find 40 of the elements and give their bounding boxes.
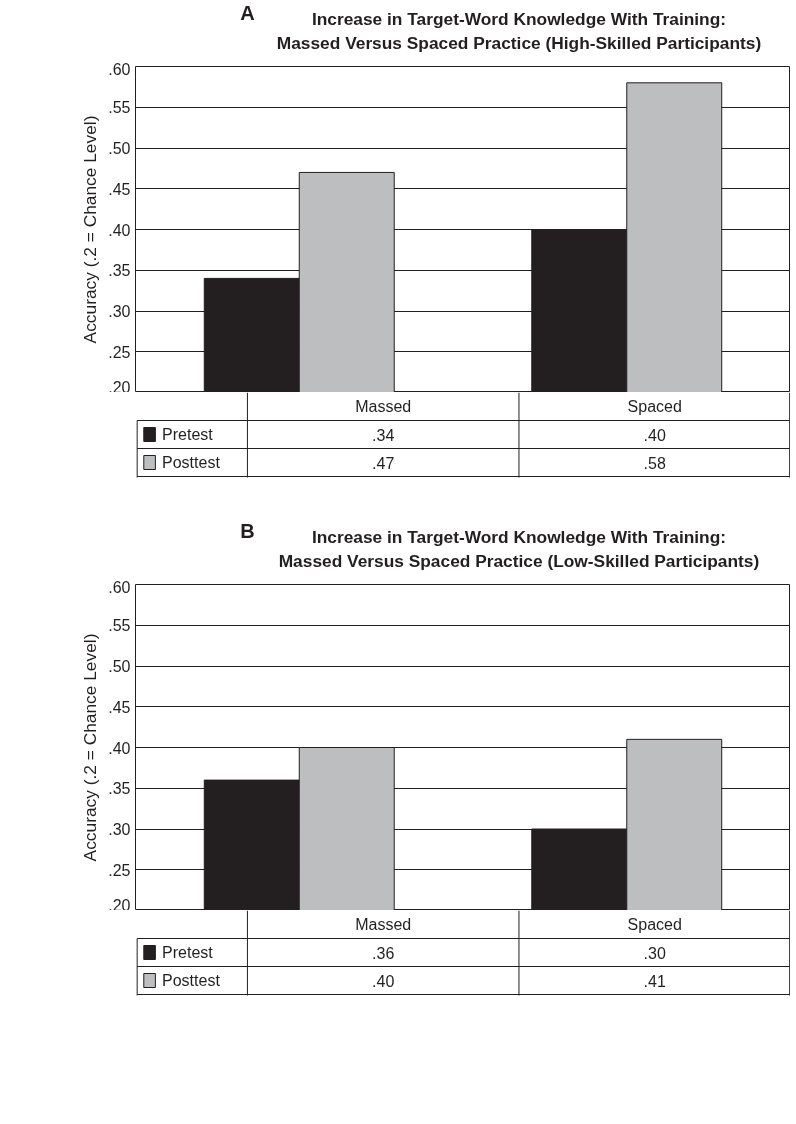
data-label: .41: [643, 972, 666, 990]
x-tick-label: Spaced: [627, 398, 682, 415]
y-tick-label: .60: [108, 578, 131, 596]
text: B: [240, 519, 255, 542]
y-tick-label: .25: [108, 861, 131, 879]
legend-label: Pretest: [162, 426, 214, 443]
data-label: .58: [643, 454, 666, 472]
data-label: .30: [643, 944, 666, 962]
y-tick-label: .55: [108, 617, 131, 635]
y-tick-label: .30: [108, 821, 131, 838]
y-tick-label: .40: [108, 739, 131, 757]
data-label: .36: [372, 944, 395, 962]
y-tick-label: .30: [108, 303, 131, 320]
y-tick-label: .55: [108, 99, 131, 117]
text: A: [240, 1, 255, 24]
y-tick-label: .45: [108, 180, 131, 198]
y-axis-title: Accuracy (.2 = Chance Level): [80, 633, 101, 862]
legend-label: Pretest: [162, 944, 214, 961]
y-tick-label: .50: [108, 658, 131, 675]
y-tick-label: .50: [108, 140, 131, 157]
y-tick-label: .20: [108, 378, 131, 396]
chart-title: Increase in Target-Word Knowledge With Training: Massed Versus Spaced Practice (Low-Skilled Participants): [278, 526, 760, 571]
data-label: .40: [372, 972, 395, 990]
data-label: .47: [372, 454, 395, 472]
y-axis-title: Accuracy (.2 = Chance Level): [80, 115, 101, 344]
y-tick-label: .40: [108, 221, 131, 239]
y-tick-label: .45: [108, 698, 131, 716]
data-label: .34: [372, 426, 395, 444]
y-tick-label: .35: [108, 780, 131, 798]
x-tick-label: Massed: [355, 916, 412, 933]
chart-title: Increase in Target-Word Knowledge With Training: Massed Versus Spaced Practice (High-Skilled Participants): [276, 8, 762, 53]
y-tick-label: .35: [108, 262, 131, 280]
legend-label: Posttest: [162, 454, 221, 471]
y-tick-label: .60: [108, 60, 131, 78]
x-tick-label: Spaced: [627, 916, 682, 933]
data-label: .40: [643, 426, 666, 444]
x-tick-label: Massed: [355, 398, 412, 415]
y-tick-label: .20: [108, 896, 131, 914]
legend-label: Posttest: [162, 972, 221, 989]
y-tick-label: .25: [108, 343, 131, 361]
